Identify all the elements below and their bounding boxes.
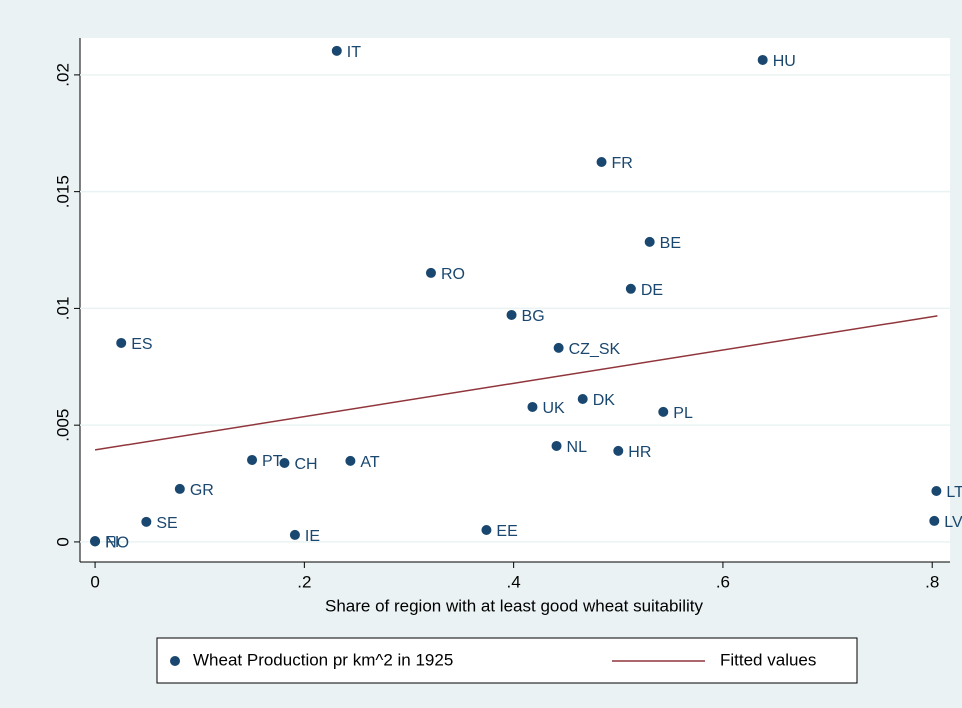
point-label: HR bbox=[628, 444, 651, 461]
point-label: ES bbox=[131, 336, 152, 353]
point bbox=[247, 454, 258, 465]
point bbox=[331, 45, 342, 56]
legend-marker bbox=[170, 656, 180, 666]
point-label: CZ_SK bbox=[569, 341, 621, 358]
point bbox=[481, 525, 492, 536]
point-label: BE bbox=[660, 235, 681, 252]
point-label: SE bbox=[156, 515, 177, 532]
point bbox=[553, 342, 564, 353]
point bbox=[527, 401, 538, 412]
point-label: EE bbox=[496, 523, 517, 540]
x-tick-label: .4 bbox=[507, 572, 521, 591]
point-label: FI bbox=[105, 534, 119, 551]
point-label: IE bbox=[305, 528, 320, 545]
x-tick-label: .2 bbox=[297, 572, 311, 591]
point-label: BG bbox=[522, 308, 545, 325]
point-label: IT bbox=[347, 44, 361, 61]
point-label: DE bbox=[641, 282, 663, 299]
x-tick-label: 0 bbox=[90, 572, 99, 591]
point-label: LT bbox=[946, 484, 962, 501]
point bbox=[931, 486, 942, 497]
x-axis-title: Share of region with at least good wheat… bbox=[325, 596, 704, 615]
point bbox=[506, 309, 517, 320]
point bbox=[141, 516, 152, 527]
point bbox=[596, 156, 607, 167]
point-label: NO bbox=[105, 535, 129, 552]
point bbox=[345, 455, 356, 466]
point bbox=[425, 267, 436, 278]
point-label: PT bbox=[262, 453, 283, 470]
point bbox=[757, 54, 768, 65]
point bbox=[289, 529, 300, 540]
point bbox=[174, 483, 185, 494]
point bbox=[551, 440, 562, 451]
point bbox=[625, 283, 636, 294]
point-label: GR bbox=[190, 482, 214, 499]
y-tick-label: 0 bbox=[53, 537, 72, 546]
y-tick-label: .02 bbox=[53, 63, 72, 87]
point-label: UK bbox=[542, 400, 565, 417]
point-label: DK bbox=[593, 392, 616, 409]
x-tick-label: .8 bbox=[925, 572, 939, 591]
fit-line bbox=[94, 315, 938, 451]
point bbox=[613, 445, 624, 456]
plot-area bbox=[80, 38, 950, 562]
point-label: PL bbox=[673, 405, 693, 422]
point bbox=[644, 236, 655, 247]
legend-label: Wheat Production pr km^2 in 1925 bbox=[193, 650, 453, 669]
x-tick-label: .6 bbox=[716, 572, 730, 591]
y-tick-label: .015 bbox=[53, 175, 72, 208]
point bbox=[116, 337, 127, 348]
y-tick-label: .005 bbox=[53, 409, 72, 442]
y-tick-label: .01 bbox=[53, 297, 72, 321]
point-label: RO bbox=[441, 266, 465, 283]
point bbox=[929, 515, 940, 526]
point-label: CH bbox=[294, 456, 317, 473]
point-label: NL bbox=[567, 439, 588, 456]
legend bbox=[156, 637, 858, 684]
point-label: HU bbox=[773, 53, 796, 70]
point-label: LV bbox=[944, 514, 962, 531]
point bbox=[90, 536, 101, 547]
point bbox=[577, 394, 588, 405]
point bbox=[658, 406, 669, 417]
legend-label: Fitted values bbox=[720, 650, 816, 669]
point bbox=[279, 457, 290, 468]
point-label: FR bbox=[612, 155, 633, 172]
point-label: AT bbox=[360, 454, 379, 471]
